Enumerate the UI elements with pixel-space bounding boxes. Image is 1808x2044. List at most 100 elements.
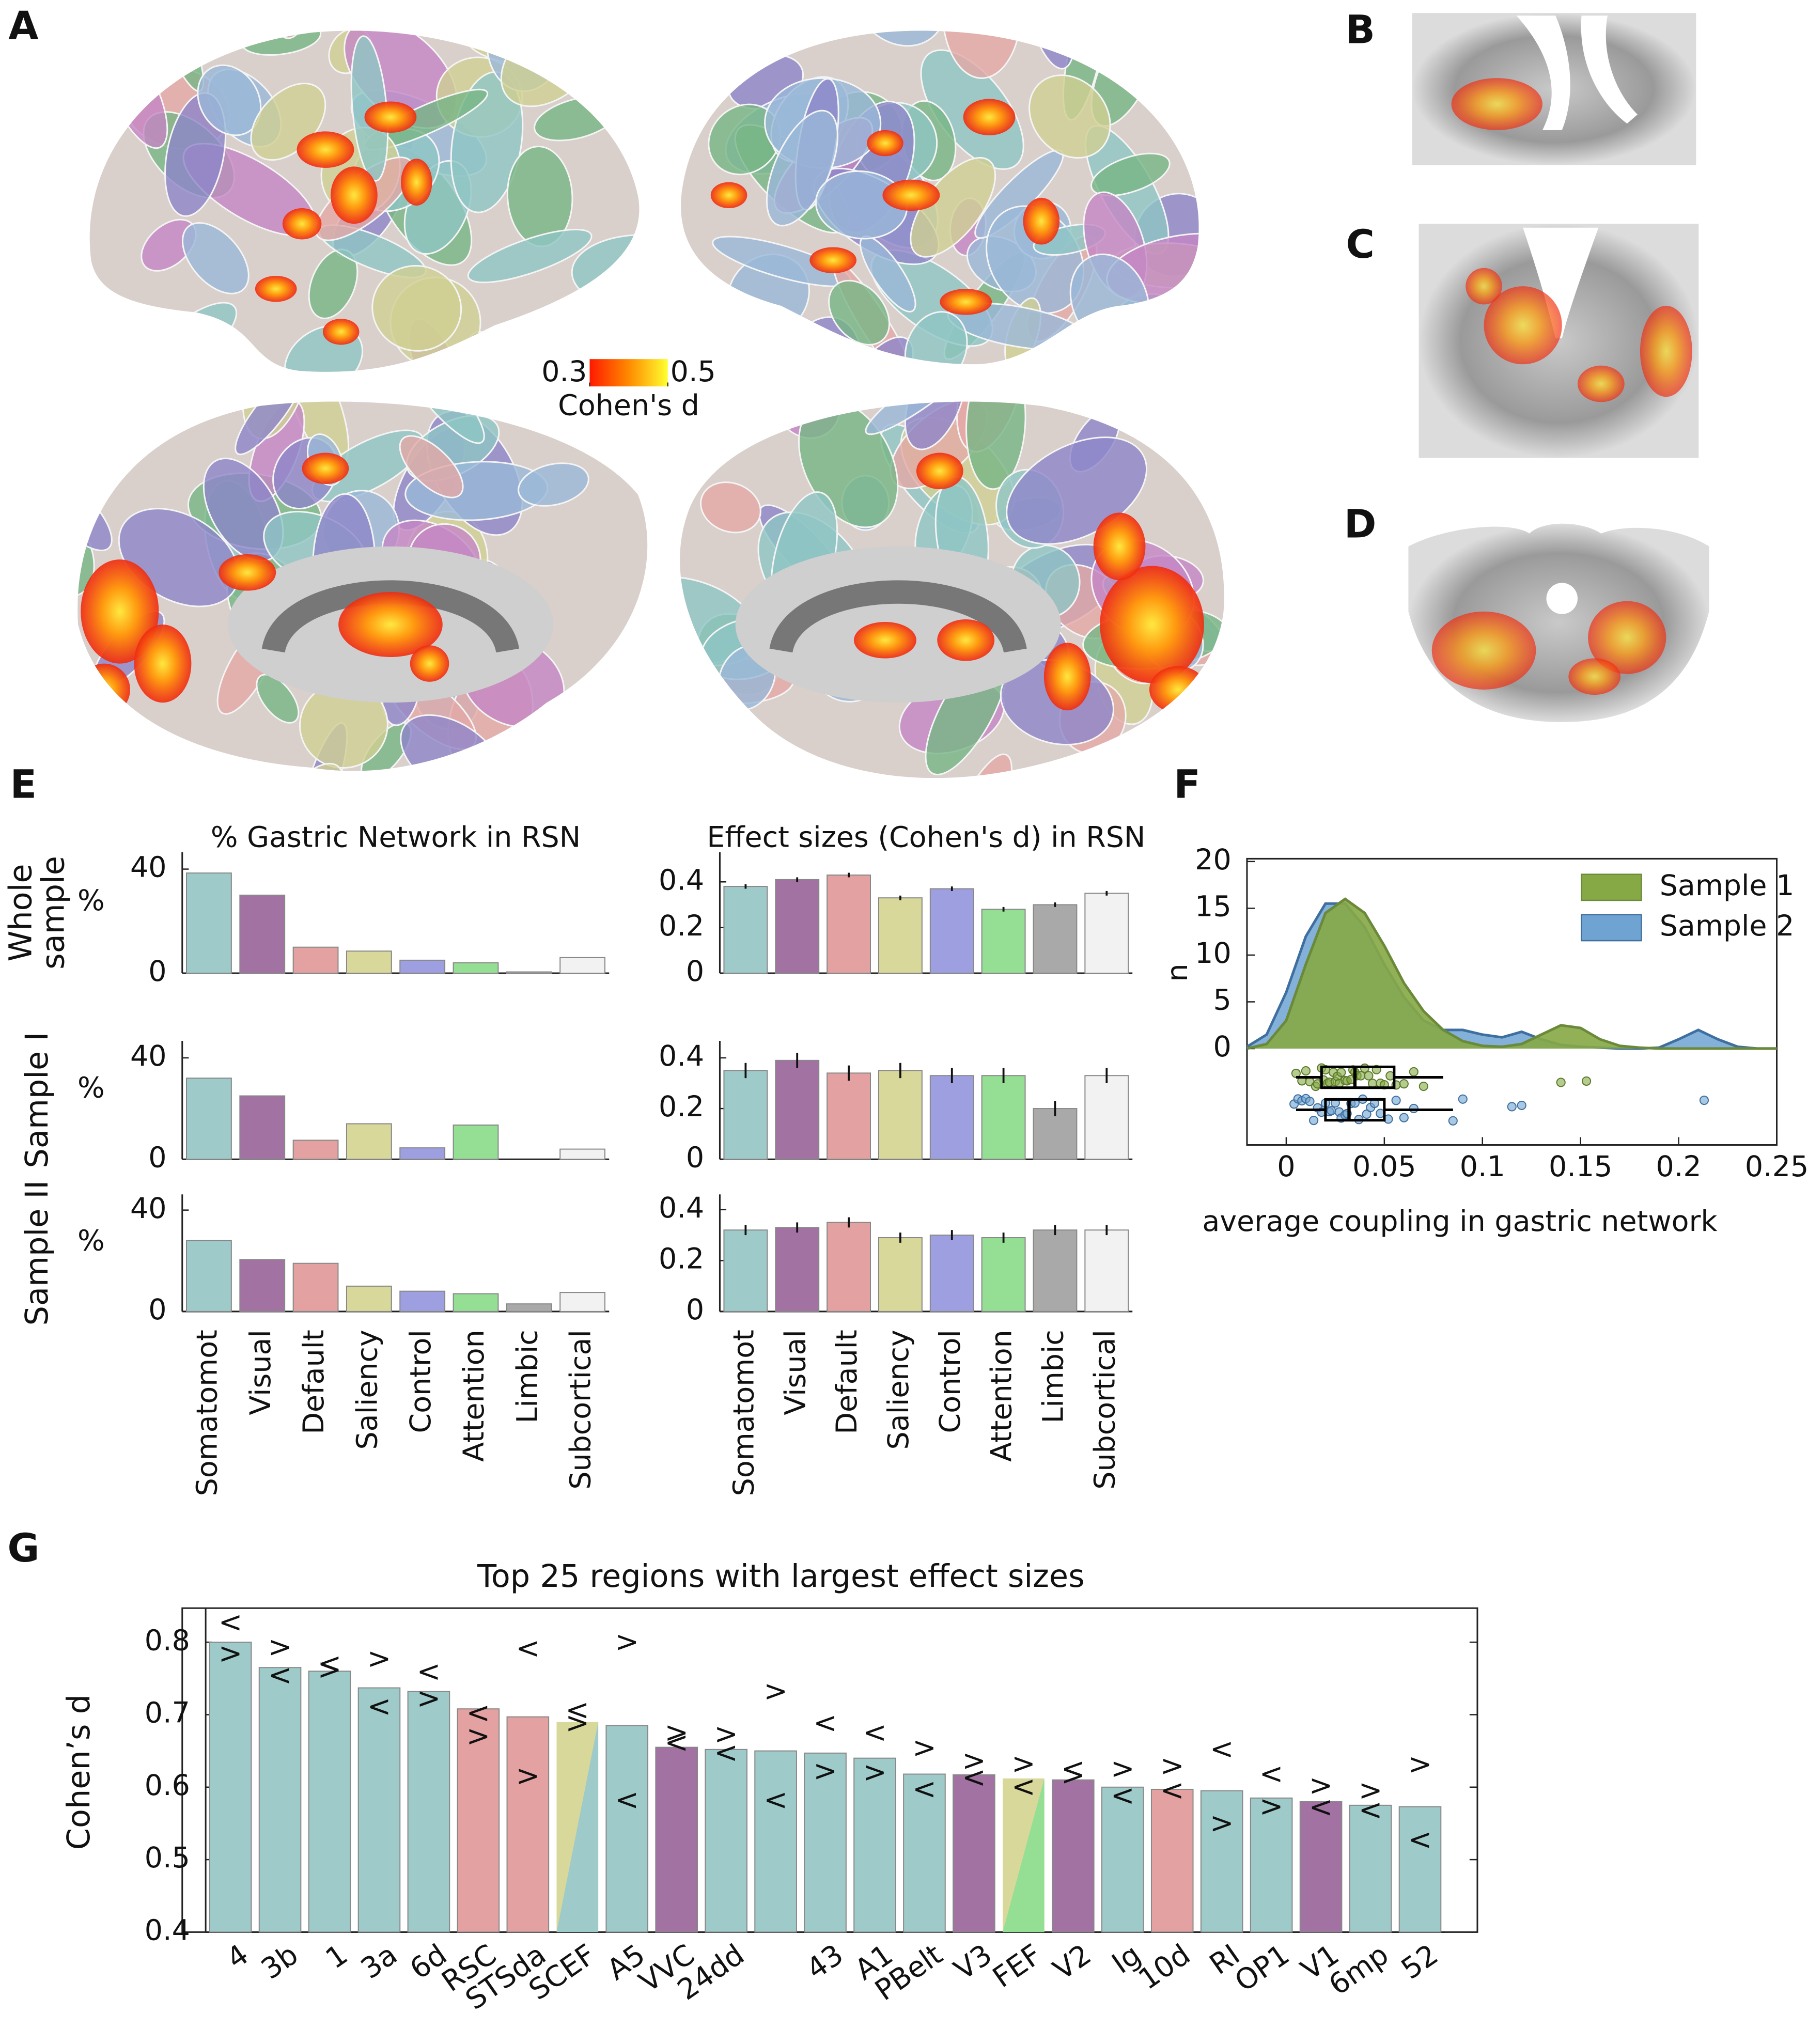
activation-blob <box>1100 566 1204 683</box>
hemisphere-marker: > <box>417 1682 441 1715</box>
bar <box>186 1078 231 1159</box>
y-tick-label: 0.4 <box>145 1914 190 1947</box>
chart-title: % Gastric Network in RSN <box>211 821 581 854</box>
bar <box>724 886 767 973</box>
scatter-point <box>1508 1102 1516 1111</box>
x-tick-label: Saliency <box>882 1330 915 1449</box>
y-axis-label: % <box>77 1072 105 1105</box>
scatter-point <box>1368 1079 1377 1087</box>
y-tick-label: 15 <box>1195 891 1232 924</box>
x-tick-label: 43 <box>801 1938 850 1986</box>
bar <box>755 1751 797 1932</box>
y-tick-label: 40 <box>130 1192 167 1225</box>
panel-label: E <box>10 761 37 807</box>
scatter-point <box>1420 1082 1428 1090</box>
row-label: sample <box>36 856 72 970</box>
scatter-point <box>1557 1078 1565 1086</box>
scatter-point <box>1337 1068 1345 1076</box>
hemisphere-marker: > <box>912 1731 936 1765</box>
bar <box>930 1075 974 1159</box>
y-axis-label: % <box>77 884 105 917</box>
activation-blob <box>255 276 297 302</box>
scatter-point <box>1302 1067 1310 1075</box>
activation-blob <box>916 453 963 490</box>
scatter-point <box>1582 1077 1591 1085</box>
hemisphere-marker: > <box>566 1707 589 1740</box>
parcel <box>629 628 700 715</box>
parcel <box>263 0 314 38</box>
activation-blob <box>78 664 130 716</box>
parcel <box>443 0 545 27</box>
bar <box>507 1717 549 1932</box>
bar <box>1085 893 1128 973</box>
brain-renderings <box>19 0 1260 959</box>
hemisphere-marker: > <box>367 1642 391 1675</box>
bar <box>210 1642 252 1932</box>
bar <box>827 875 870 973</box>
activation-blob <box>1149 666 1207 713</box>
hemisphere-marker: < <box>863 1716 886 1749</box>
hemisphere-marker: > <box>268 1631 292 1664</box>
hemisphere-marker: < <box>763 1784 787 1817</box>
y-tick-label: 0 <box>148 1293 166 1327</box>
activation-blob <box>365 101 417 132</box>
scatter-point <box>1392 1096 1400 1104</box>
hemisphere-marker: < <box>1408 1823 1432 1856</box>
y-tick-label: 10 <box>1195 937 1232 970</box>
activation-blob <box>1578 366 1625 402</box>
ventricle <box>1547 583 1578 614</box>
x-tick-label: 0.15 <box>1549 1150 1612 1183</box>
bar <box>507 972 552 974</box>
y-tick-label: 0.2 <box>659 910 704 943</box>
hemisphere-marker: > <box>1160 1750 1184 1783</box>
activation-blob <box>882 180 940 211</box>
x-tick-label: 4 <box>221 1938 255 1976</box>
y-axis-label: n <box>1161 963 1194 981</box>
bar <box>240 1096 285 1160</box>
bar <box>775 1227 819 1312</box>
activation-blob <box>283 208 322 239</box>
x-tick-label: Subcortical <box>565 1330 598 1489</box>
hemisphere-marker: < <box>615 1784 639 1817</box>
bar <box>408 1692 450 1932</box>
colorbar-tick-label: 0.3 <box>541 355 587 388</box>
hemisphere-marker: > <box>714 1718 738 1751</box>
x-tick-label: Somatomot <box>191 1330 224 1496</box>
brain-slices <box>1408 13 1709 722</box>
activation-blob <box>323 319 360 345</box>
x-tick-label: 6mp <box>1323 1938 1395 2002</box>
bar <box>186 873 231 973</box>
y-tick-label: 0.7 <box>145 1697 190 1730</box>
bar <box>1151 1789 1193 1932</box>
bar <box>347 1286 392 1312</box>
bar <box>400 1291 445 1312</box>
x-axis-label: average coupling in gastric network <box>1202 1205 1717 1238</box>
panel-label: F <box>1174 761 1201 807</box>
scatter-point <box>1400 1114 1408 1122</box>
bar <box>560 1149 605 1160</box>
x-tick-label: 1 <box>320 1938 354 1976</box>
y-tick-label: 0.4 <box>659 1040 704 1073</box>
activation-blob <box>854 622 916 659</box>
hemisphere-marker: > <box>1359 1774 1382 1807</box>
scatter-point <box>1305 1097 1314 1105</box>
bar <box>775 1060 819 1159</box>
chart-title: Top 25 regions with largest effect sizes <box>477 1558 1085 1595</box>
bar <box>240 1259 285 1312</box>
activation-blob <box>1568 659 1620 695</box>
colorbar-tick-label: 0.5 <box>671 355 716 388</box>
x-tick-label: 0 <box>1277 1150 1295 1183</box>
bar <box>293 947 338 973</box>
hemisphere-marker: > <box>466 1720 490 1753</box>
x-tick-label: Saliency <box>351 1330 384 1449</box>
hemisphere-marker: > <box>1111 1753 1134 1786</box>
panel-label: B <box>1345 7 1375 52</box>
bar <box>953 1775 995 1932</box>
panel-label: G <box>7 1525 39 1571</box>
y-tick-label: 0.6 <box>145 1769 190 1802</box>
y-tick-label: 0.2 <box>659 1090 704 1124</box>
scatter-point <box>1700 1096 1708 1104</box>
activation-blob <box>1640 306 1692 397</box>
scatter-point <box>1310 1116 1318 1125</box>
